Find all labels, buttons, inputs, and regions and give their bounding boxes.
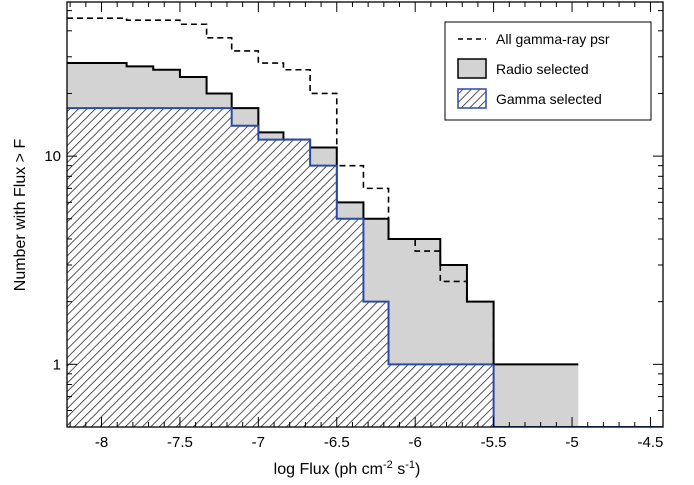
x-axis-label-main: log Flux (ph cm bbox=[274, 461, 383, 478]
x-tick-label: -6.5 bbox=[324, 434, 350, 451]
x-axis-label-end: ) bbox=[415, 461, 420, 478]
x-tick-label: -6 bbox=[409, 434, 422, 451]
x-tick-label: -7 bbox=[252, 434, 265, 451]
legend-swatch-gamma bbox=[457, 88, 487, 109]
x-tick-label: -8 bbox=[95, 434, 108, 451]
y-axis-label: Number with Flux > F bbox=[12, 139, 29, 292]
legend: All gamma-ray psr Radio selected Gamma s… bbox=[444, 21, 652, 121]
x-axis-label-sup1: -2 bbox=[383, 459, 393, 471]
x-tick-label: -5 bbox=[565, 434, 578, 451]
x-axis-label: log Flux (ph cm-2 s-1) bbox=[274, 459, 421, 478]
x-tick-label: -5.5 bbox=[481, 434, 507, 451]
gamma-selected-line bbox=[67, 107, 663, 427]
legend-label-gamma: Gamma selected bbox=[496, 91, 602, 107]
x-axis-label-mid: s bbox=[393, 461, 405, 478]
plot-frame bbox=[66, 1, 664, 428]
gamma-selected-area bbox=[67, 108, 663, 427]
y-tick-label: 10 bbox=[44, 148, 61, 165]
x-tick-label: -4.5 bbox=[638, 434, 664, 451]
x-tick-label: -7.5 bbox=[167, 434, 193, 451]
legend-label-all-gamma: All gamma-ray psr bbox=[496, 31, 610, 47]
y-tick-label: 1 bbox=[53, 356, 61, 373]
x-axis-label-sup2: -1 bbox=[405, 459, 415, 471]
legend-swatch-radio bbox=[457, 58, 487, 79]
legend-label-radio: Radio selected bbox=[496, 61, 589, 77]
